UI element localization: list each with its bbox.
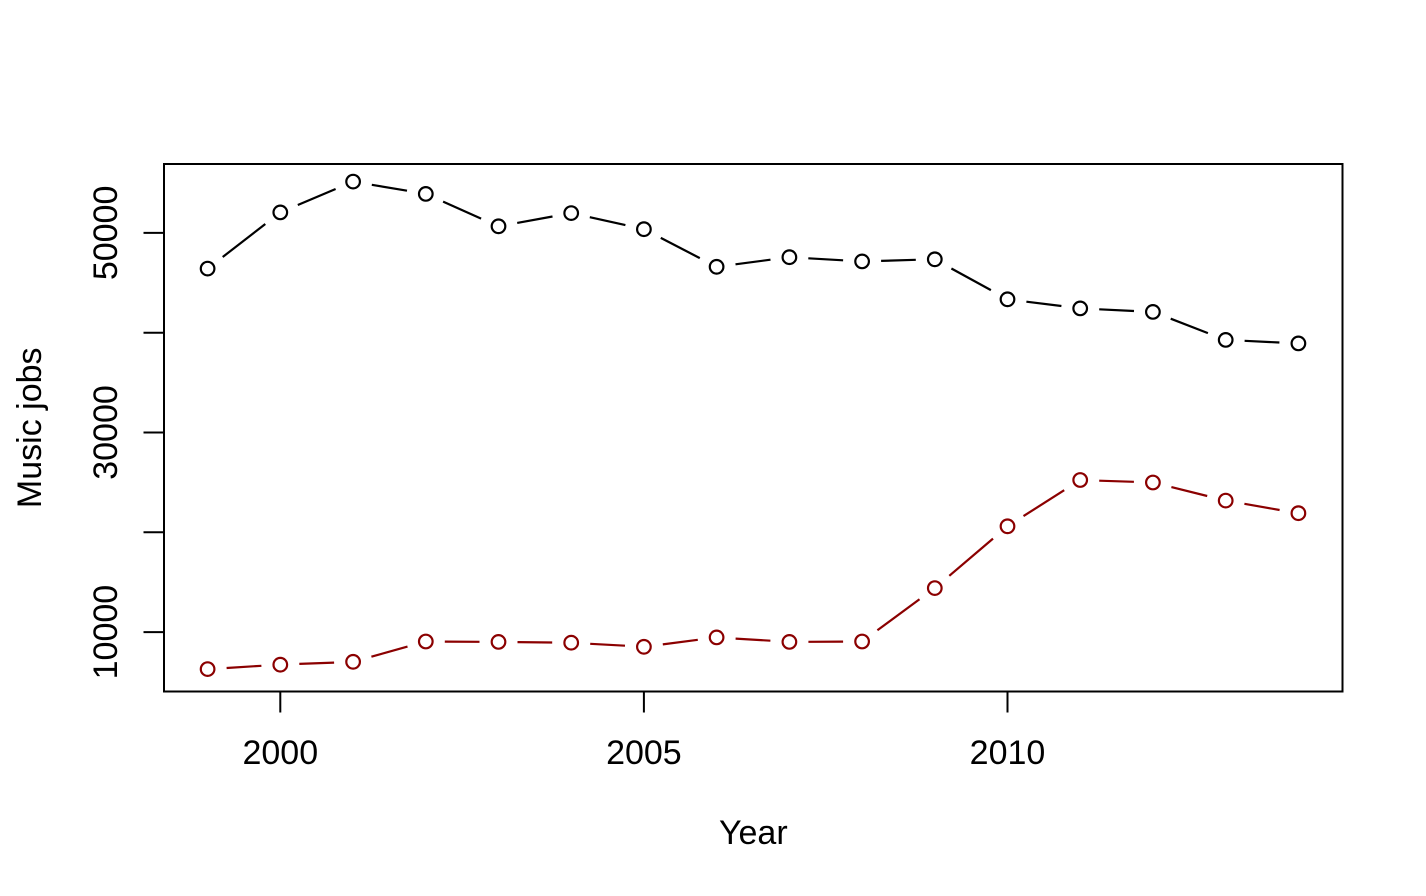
svg-text:2000: 2000 (242, 734, 318, 772)
svg-text:50000: 50000 (87, 186, 125, 281)
svg-text:2010: 2010 (970, 734, 1046, 772)
svg-text:30000: 30000 (87, 385, 125, 480)
svg-text:10000: 10000 (87, 585, 125, 680)
svg-text:Music jobs: Music jobs (11, 347, 49, 508)
svg-text:Year: Year (719, 814, 788, 852)
svg-text:2005: 2005 (606, 734, 682, 772)
